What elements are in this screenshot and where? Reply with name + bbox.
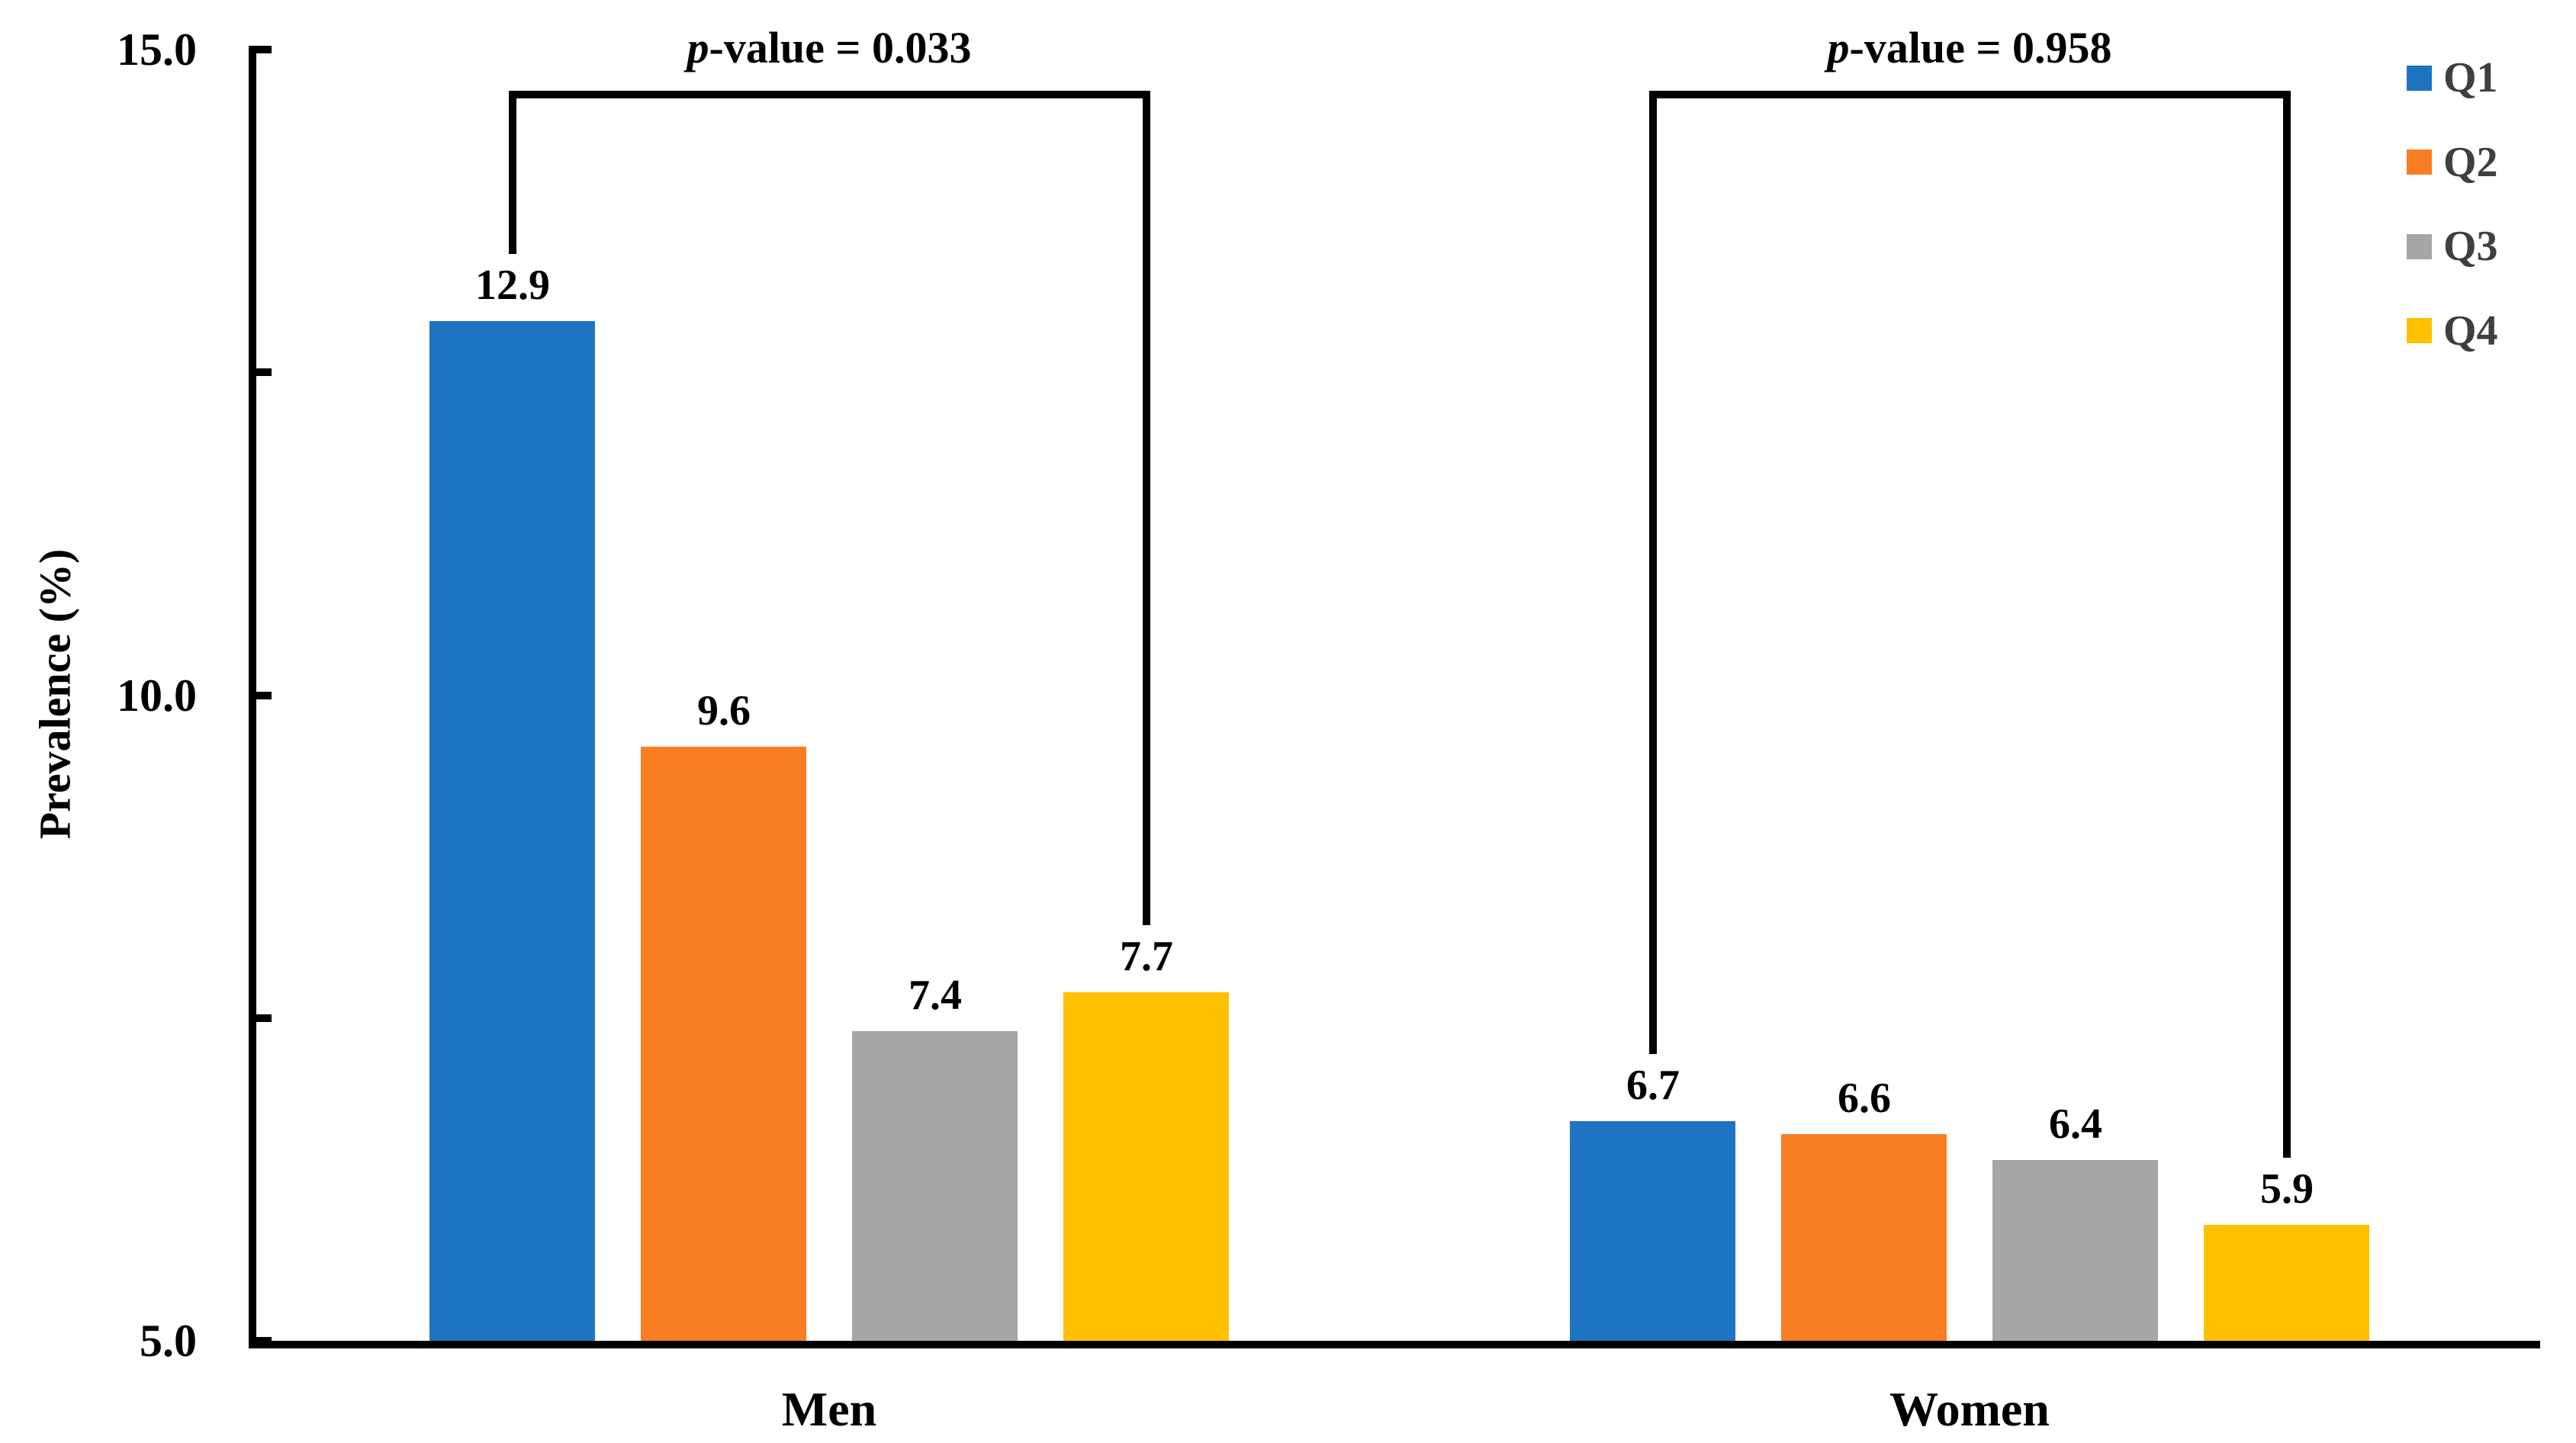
bar-value-label: 7.4: [909, 972, 962, 1019]
y-tick-label: 5.0: [140, 1316, 197, 1366]
legend-swatch-q4: [2407, 318, 2432, 343]
bracket-left-leg: [509, 91, 516, 254]
bar-value-label: 12.9: [475, 262, 550, 309]
legend-label-q3: Q3: [2443, 223, 2498, 270]
y-axis-tick: [256, 1014, 272, 1022]
y-axis-tick: [256, 692, 272, 699]
bar-men-q1: [429, 321, 595, 1341]
legend-label-q1: Q1: [2443, 54, 2498, 101]
legend-swatch-q2: [2407, 149, 2432, 175]
bar-women-q1: [1570, 1121, 1735, 1341]
p-value-label: p-value = 0.958: [1827, 23, 2112, 72]
bracket-right-leg: [2283, 91, 2291, 1158]
bar-men-q2: [641, 747, 806, 1341]
p-value-label: p-value = 0.033: [687, 23, 972, 72]
bracket-bar: [509, 91, 1150, 98]
y-axis-tick: [256, 368, 272, 376]
legend-swatch-q1: [2407, 66, 2432, 91]
bar-women-q4: [2204, 1225, 2369, 1341]
y-tick-label: 15.0: [117, 24, 197, 75]
y-axis-tick: [256, 46, 272, 53]
bar-value-label: 9.6: [697, 687, 751, 734]
legend-label-q2: Q2: [2443, 139, 2498, 186]
x-axis-line: [249, 1341, 2540, 1348]
bar-women-q3: [1992, 1160, 2158, 1341]
bar-value-label: 6.7: [1626, 1062, 1680, 1109]
bar-value-label: 7.7: [1120, 933, 1173, 980]
bar-women-q2: [1781, 1134, 1947, 1341]
bracket-bar: [1649, 91, 2291, 98]
bar-men-q3: [852, 1031, 1018, 1341]
bar-value-label: 6.6: [1838, 1075, 1891, 1122]
bracket-left-leg: [1649, 91, 1657, 1054]
y-axis-tick: [256, 1337, 272, 1345]
bar-value-label: 5.9: [2260, 1165, 2314, 1213]
legend-swatch-q3: [2407, 234, 2432, 259]
bar-men-q4: [1063, 992, 1229, 1341]
y-axis-line: [249, 46, 256, 1348]
category-label-women: Women: [1889, 1382, 2050, 1436]
y-tick-label: 10.0: [117, 670, 197, 721]
legend-label-q4: Q4: [2443, 307, 2498, 355]
bar-value-label: 6.4: [2049, 1101, 2102, 1148]
category-label-men: Men: [781, 1382, 877, 1436]
bracket-right-leg: [1143, 91, 1150, 925]
